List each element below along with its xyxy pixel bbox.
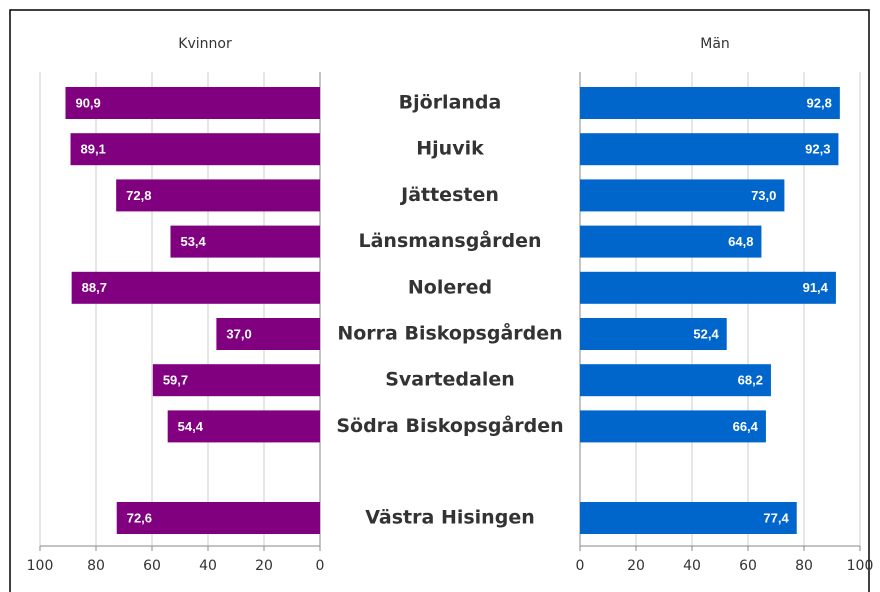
value-label: 72,6	[127, 510, 152, 525]
bar	[580, 271, 836, 304]
bar	[580, 364, 771, 397]
bar	[70, 133, 321, 166]
category-label: Länsmansgården	[358, 228, 541, 252]
category-label: Björlanda	[399, 92, 502, 114]
value-label: 52,4	[693, 326, 719, 341]
x-tick-label: 40	[199, 558, 217, 574]
category-label: Västra Hisingen	[365, 507, 534, 529]
value-label: 68,2	[738, 373, 763, 388]
x-tick-label: 60	[739, 558, 757, 574]
value-label: 77,4	[763, 510, 789, 525]
value-label: 91,4	[803, 280, 829, 295]
bar	[580, 502, 797, 534]
x-tick-label: 80	[87, 558, 105, 574]
value-label: 88,7	[82, 280, 107, 295]
bar	[116, 502, 320, 534]
value-label: 90,9	[75, 95, 100, 110]
category-label: Södra Biskopsgården	[336, 413, 563, 437]
bar	[152, 364, 320, 397]
x-tick-label: 100	[847, 558, 874, 574]
bar	[170, 225, 320, 258]
bar	[580, 179, 785, 212]
bar	[580, 225, 762, 258]
bar	[580, 87, 840, 119]
bar	[580, 410, 766, 443]
x-tick-label: 100	[27, 558, 54, 574]
frame	[9, 9, 870, 592]
x-tick-label: 60	[143, 558, 161, 574]
value-label: 92,8	[807, 95, 832, 110]
value-label: 53,4	[180, 234, 206, 249]
x-tick-label: 0	[576, 558, 585, 574]
value-label: 89,1	[81, 142, 106, 157]
value-label: 59,7	[163, 373, 188, 388]
category-label: Norra Biskopsgården	[337, 321, 562, 345]
bar	[580, 318, 727, 350]
value-label: 66,4	[733, 419, 759, 434]
bar	[216, 318, 320, 350]
x-tick-label: 0	[316, 558, 325, 574]
value-label: 64,8	[728, 234, 753, 249]
value-label: 72,8	[126, 188, 151, 203]
x-tick-label: 40	[683, 558, 701, 574]
x-tick-label: 20	[627, 558, 645, 574]
bar	[167, 410, 320, 443]
x-tick-label: 20	[255, 558, 273, 574]
legend-label: Kvinnor	[178, 36, 232, 52]
bar	[580, 133, 839, 166]
category-label: Hjuvik	[416, 138, 484, 160]
legend-label: Män	[700, 36, 730, 52]
bar	[65, 87, 320, 119]
bar	[71, 271, 320, 304]
category-label: Jättesten	[399, 184, 499, 206]
value-label: 73,0	[751, 188, 776, 203]
bar	[116, 179, 320, 212]
value-label: 92,3	[805, 142, 830, 157]
category-label: Nolered	[408, 276, 492, 298]
value-label: 37,0	[226, 326, 251, 341]
value-label: 54,4	[178, 419, 204, 434]
category-label: Svartedalen	[385, 369, 515, 391]
x-tick-label: 80	[795, 558, 813, 574]
